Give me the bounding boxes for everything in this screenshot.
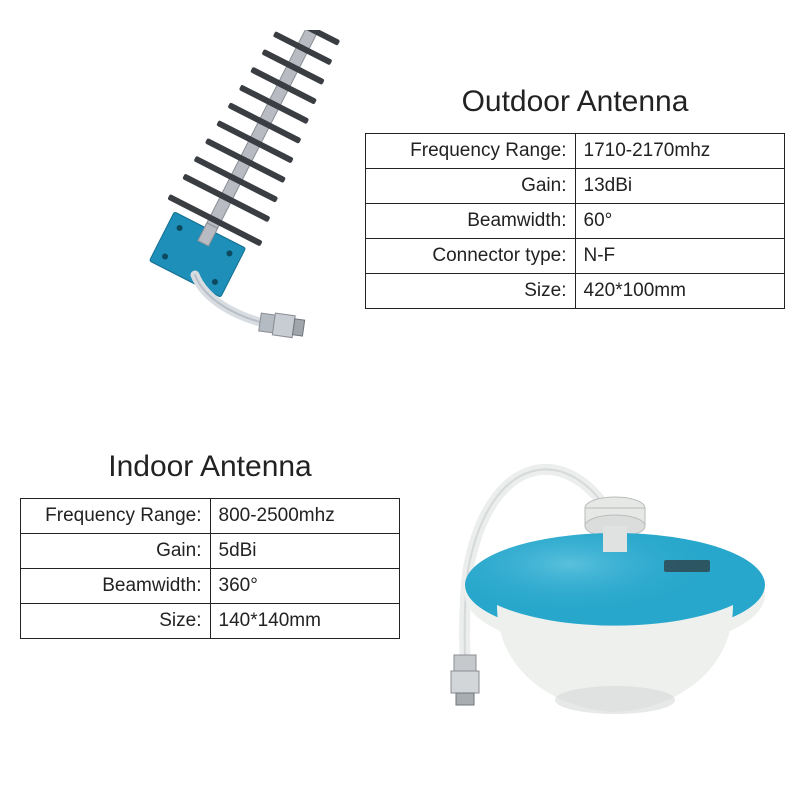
spec-value: 13dBi — [575, 169, 785, 204]
spec-label: Frequency Range: — [366, 134, 576, 169]
ceiling-svg — [420, 430, 780, 760]
outdoor-title: Outdoor Antenna — [365, 85, 785, 119]
table-row: Gain:5dBi — [21, 534, 400, 569]
table-row: Frequency Range:800-2500mhz — [21, 499, 400, 534]
yagi-antenna-illustration — [60, 30, 360, 380]
spec-label: Connector type: — [366, 239, 576, 274]
indoor-spec-body: Frequency Range:800-2500mhzGain:5dBiBeam… — [21, 499, 400, 639]
table-row: Gain:13dBi — [366, 169, 785, 204]
spec-value: 5dBi — [210, 534, 400, 569]
outdoor-section: Outdoor Antenna Frequency Range:1710-217… — [0, 30, 800, 380]
table-row: Frequency Range:1710-2170mhz — [366, 134, 785, 169]
indoor-title: Indoor Antenna — [20, 450, 400, 484]
indoor-spec-block: Indoor Antenna Frequency Range:800-2500m… — [20, 450, 400, 639]
spec-label: Gain: — [21, 534, 211, 569]
spec-value: 140*140mm — [210, 604, 400, 639]
spec-label: Size: — [21, 604, 211, 639]
spec-label: Gain: — [366, 169, 576, 204]
spec-label: Beamwidth: — [366, 204, 576, 239]
spec-label: Size: — [366, 274, 576, 309]
outdoor-spec-block: Outdoor Antenna Frequency Range:1710-217… — [365, 85, 785, 309]
table-row: Beamwidth:360° — [21, 569, 400, 604]
spec-label: Frequency Range: — [21, 499, 211, 534]
spec-value: 1710-2170mhz — [575, 134, 785, 169]
indoor-spec-table: Frequency Range:800-2500mhzGain:5dBiBeam… — [20, 498, 400, 639]
spec-value: 420*100mm — [575, 274, 785, 309]
ceiling-antenna-illustration — [420, 430, 780, 760]
spec-value: 60° — [575, 204, 785, 239]
outdoor-spec-body: Frequency Range:1710-2170mhzGain:13dBiBe… — [366, 134, 785, 309]
indoor-section: Indoor Antenna Frequency Range:800-2500m… — [0, 430, 800, 760]
spec-value: 800-2500mhz — [210, 499, 400, 534]
table-row: Connector type:N-F — [366, 239, 785, 274]
outdoor-spec-table: Frequency Range:1710-2170mhzGain:13dBiBe… — [365, 133, 785, 309]
spec-label: Beamwidth: — [21, 569, 211, 604]
table-row: Beamwidth:60° — [366, 204, 785, 239]
table-row: Size:420*100mm — [366, 274, 785, 309]
yagi-svg — [60, 30, 360, 380]
spec-value: 360° — [210, 569, 400, 604]
spec-value: N-F — [575, 239, 785, 274]
table-row: Size:140*140mm — [21, 604, 400, 639]
